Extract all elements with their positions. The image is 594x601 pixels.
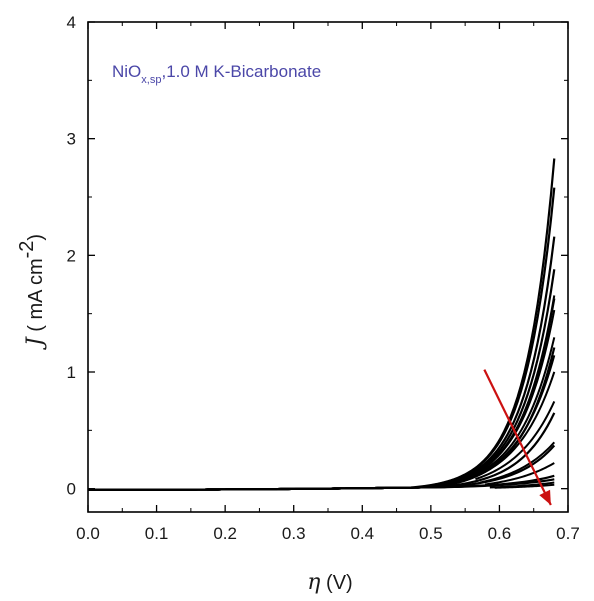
series-line (88, 158, 556, 491)
x-axis-label: η (V) (307, 570, 352, 595)
series-return-line (475, 401, 556, 481)
y-axis-symbol: J (23, 336, 48, 350)
series-line (88, 412, 556, 491)
annotation-rest: ,1.0 M K-Bicarbonate (161, 62, 321, 81)
axis-ticks (87, 21, 569, 512)
trend-arrow-layer (483, 369, 552, 506)
x-tick-label: 0.0 (76, 524, 100, 543)
x-tick-labels: 0.0 0.1 0.2 0.3 0.4 0.5 0.6 0.7 (76, 524, 580, 543)
y-axis-unit: ( mA cm (25, 258, 47, 337)
x-axis-symbol: η (307, 570, 320, 595)
x-tick-label: 0.4 (350, 524, 374, 543)
series-line (88, 269, 556, 491)
y-axis-superscript: -2 (16, 241, 38, 259)
x-tick-label: 0.7 (556, 524, 580, 543)
trend-arrow-head (539, 489, 551, 505)
x-tick-label: 0.5 (419, 524, 443, 543)
series-return-line (494, 483, 555, 489)
y-axis-close: ) (25, 234, 47, 241)
trend-arrow-shaft (483, 369, 552, 506)
annotation-subscript: x,sp (141, 74, 161, 86)
y-tick-label: 3 (67, 130, 76, 149)
chart-annotation: NiOx,sp,1.0 M K-Bicarbonate (112, 62, 321, 86)
y-tick-labels: 0 1 2 3 4 (67, 13, 76, 499)
x-tick-label: 0.3 (282, 524, 306, 543)
series-line (88, 236, 556, 491)
x-axis-unit: (V) (320, 572, 352, 594)
y-tick-label: 1 (67, 363, 76, 382)
data-curves (88, 158, 556, 491)
series-line (88, 187, 556, 491)
y-tick-label: 4 (67, 13, 76, 32)
y-tick-label: 2 (67, 246, 76, 265)
annotation-main: NiO (112, 62, 141, 81)
x-tick-label: 0.6 (488, 524, 512, 543)
y-axis-label: J ( mA cm-2) (16, 234, 48, 350)
y-tick-label: 0 (67, 480, 76, 499)
series-return-line (484, 462, 555, 486)
x-tick-label: 0.2 (213, 524, 237, 543)
series-line (88, 478, 555, 491)
plot-frame (87, 21, 569, 513)
x-tick-label: 0.1 (145, 524, 169, 543)
